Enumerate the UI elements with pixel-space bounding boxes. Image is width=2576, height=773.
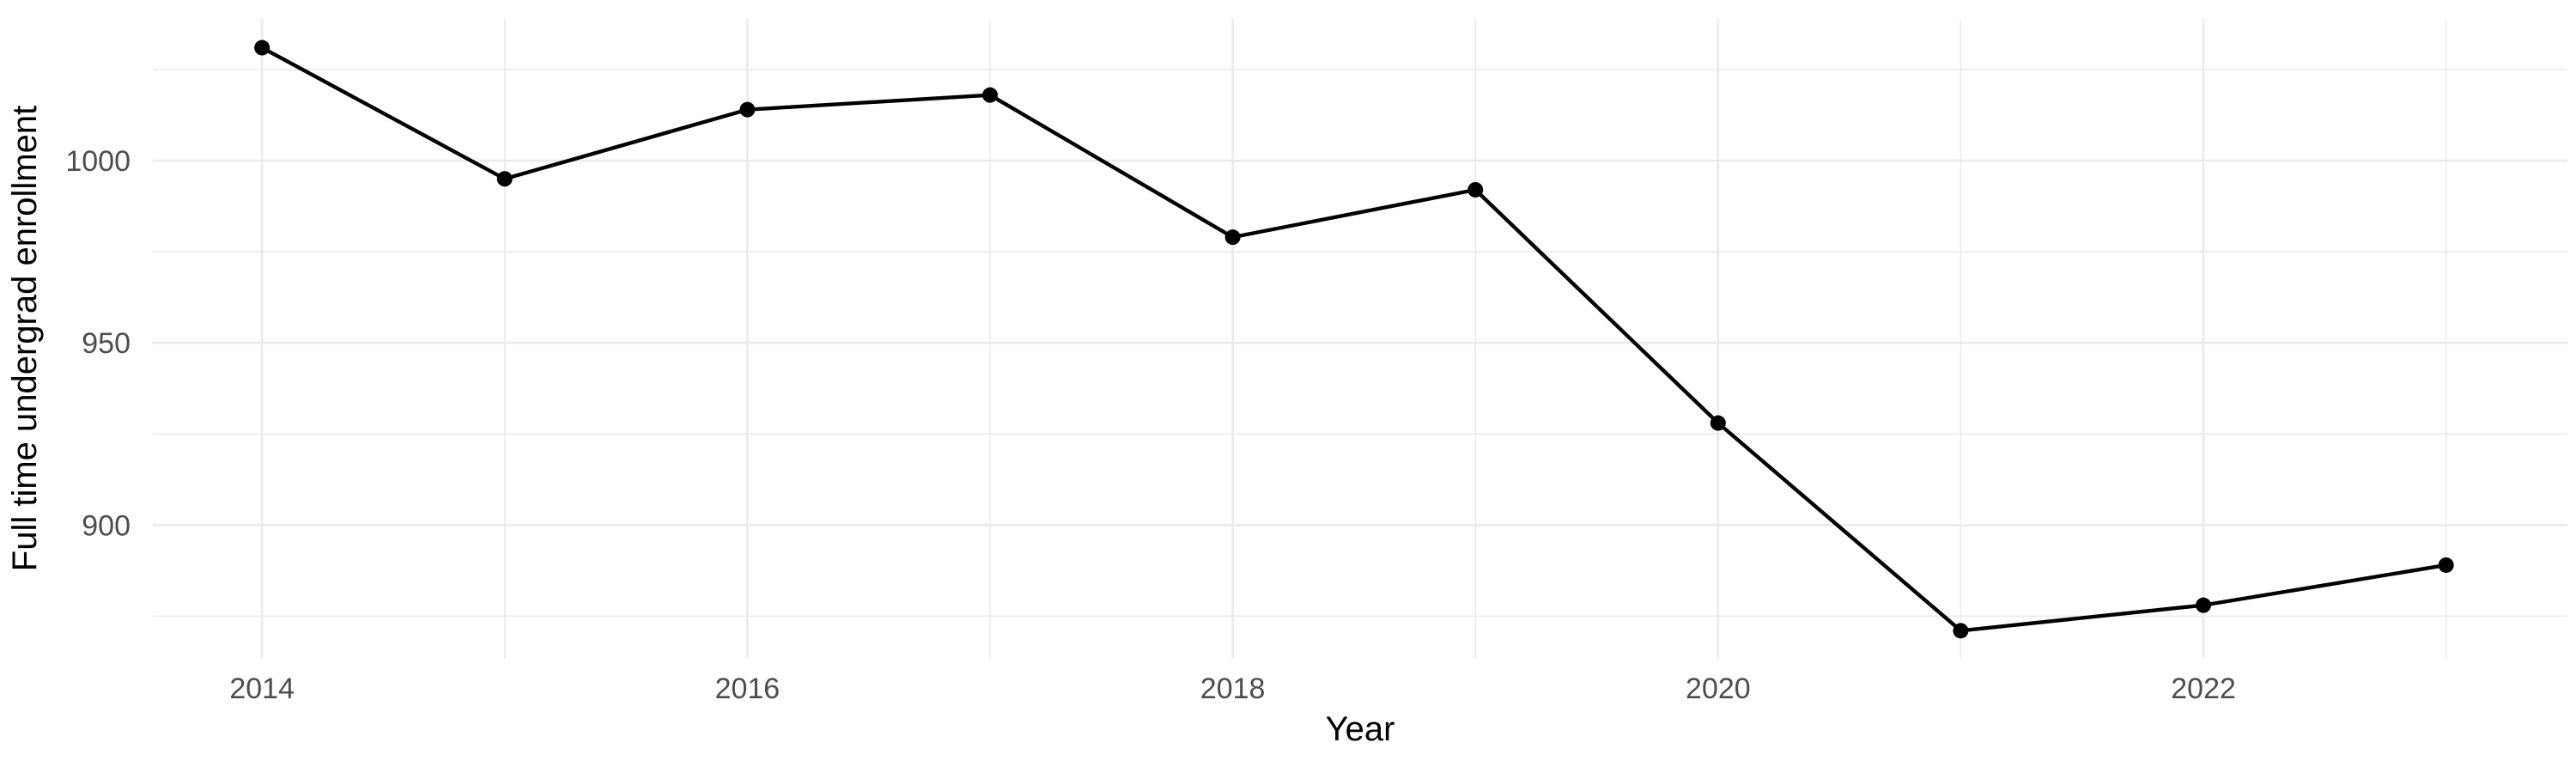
x-tick-label: 2016 (715, 673, 781, 705)
x-tick-label: 2020 (1686, 673, 1751, 705)
y-tick-label: 900 (82, 509, 131, 542)
series-line (261, 46, 2447, 633)
data-point (1224, 229, 1241, 246)
data-point (1710, 415, 1726, 431)
data-point (254, 40, 270, 56)
minor-gridlines (153, 19, 2567, 659)
data-point (1467, 181, 1484, 198)
data-point (2196, 597, 2212, 613)
y-axis-tick-labels: 900 950 1000 (65, 145, 131, 542)
x-tick-label: 2018 (1200, 673, 1266, 705)
x-axis-tick-labels: 2014 2016 2018 2020 2022 (229, 673, 2236, 705)
x-tick-label: 2014 (229, 673, 295, 705)
y-tick-label: 1000 (65, 145, 131, 178)
data-point (2438, 557, 2454, 573)
y-axis-title: Full time undergrad enrollment (6, 106, 44, 571)
data-series (254, 40, 2454, 639)
data-point (982, 87, 999, 103)
data-point (496, 171, 513, 187)
x-tick-label: 2022 (2171, 673, 2236, 705)
x-axis-title: Year (1326, 710, 1395, 748)
data-point (1953, 623, 1969, 639)
major-gridlines (153, 19, 2567, 659)
y-tick-label: 950 (82, 327, 131, 360)
data-point (739, 101, 756, 118)
